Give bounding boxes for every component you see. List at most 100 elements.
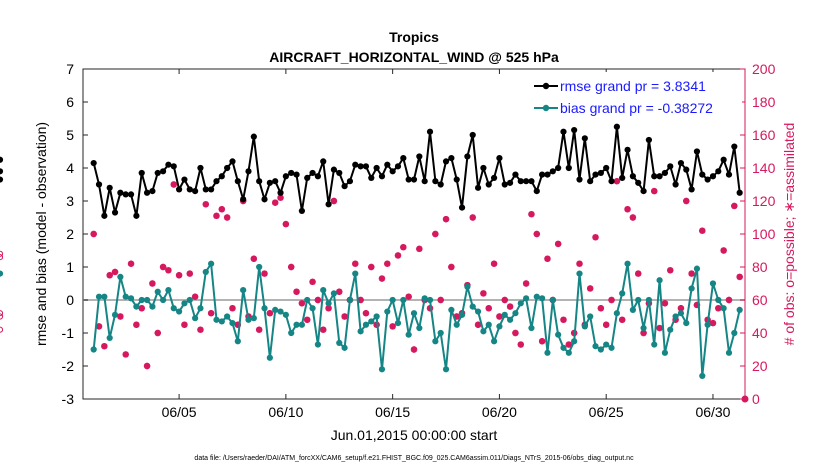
obs-assimilated-point bbox=[122, 351, 129, 358]
obs-assimilated-point bbox=[635, 270, 642, 277]
rmse-point bbox=[304, 174, 311, 181]
bias-point bbox=[592, 343, 599, 350]
bias-point bbox=[149, 303, 156, 310]
obs-assimilated-point bbox=[133, 321, 140, 328]
bias-point bbox=[197, 305, 204, 312]
obs-assimilated-point bbox=[149, 280, 156, 287]
rmse-point bbox=[448, 155, 455, 162]
bias-point bbox=[571, 338, 578, 345]
bias-point bbox=[304, 296, 311, 304]
bias-point bbox=[314, 341, 322, 348]
legend-label-bias: bias grand pr = -0.38272 bbox=[560, 100, 713, 116]
obs-assimilated-point bbox=[490, 260, 498, 267]
x-tick-label: 06/15 bbox=[375, 404, 410, 420]
rmse-point bbox=[571, 126, 578, 134]
obs-assimilated-point bbox=[656, 324, 663, 332]
obs-assimilated-point bbox=[506, 303, 514, 310]
rmse-point bbox=[218, 173, 225, 180]
bias-point bbox=[186, 296, 193, 304]
rmse-point bbox=[464, 153, 471, 160]
rmse-point bbox=[309, 169, 316, 177]
rmse-point bbox=[240, 196, 247, 203]
rmse-point bbox=[410, 176, 418, 183]
obs-assimilated-point bbox=[309, 278, 316, 286]
obs-assimilated-point bbox=[517, 341, 524, 348]
bias-point bbox=[0, 270, 4, 277]
bias-point bbox=[133, 303, 140, 310]
rmse-point bbox=[325, 201, 332, 208]
rmse-point bbox=[373, 164, 380, 172]
obs-assimilated-point bbox=[154, 329, 161, 337]
rmse-point bbox=[549, 168, 556, 175]
rmse-point bbox=[667, 163, 674, 170]
rmse-point bbox=[555, 164, 562, 172]
bias-point bbox=[469, 303, 476, 310]
obs-assimilated-point bbox=[453, 313, 460, 320]
obs-assimilated-point bbox=[512, 329, 519, 337]
obs-assimilated-point bbox=[90, 230, 97, 238]
bias-point bbox=[330, 290, 338, 297]
obs-assimilated-point bbox=[410, 346, 418, 353]
rmse-point bbox=[111, 209, 119, 216]
obs-assimilated-point bbox=[261, 270, 268, 277]
rmse-point bbox=[587, 178, 594, 185]
rmse-point bbox=[181, 176, 188, 183]
bias-point bbox=[613, 310, 620, 317]
bias-point bbox=[288, 329, 295, 337]
y-tick-label: 6 bbox=[66, 94, 74, 110]
obs-assimilated-point bbox=[688, 270, 695, 277]
obs-assimilated-point bbox=[314, 296, 322, 304]
bias-point bbox=[159, 296, 167, 304]
y2-tick-label: 80 bbox=[752, 259, 768, 275]
bias-point bbox=[496, 323, 503, 330]
bias-point bbox=[619, 290, 626, 297]
rmse-point bbox=[603, 164, 610, 172]
obs-possible-point bbox=[0, 310, 4, 317]
rmse-point bbox=[480, 164, 487, 172]
obs-assimilated-point bbox=[175, 272, 183, 279]
bias-point bbox=[672, 313, 679, 320]
obs-assimilated-point bbox=[736, 273, 743, 281]
obs-assimilated-point bbox=[127, 260, 135, 267]
bias-point bbox=[699, 372, 706, 379]
bias-point bbox=[432, 338, 439, 345]
obs-possible-point bbox=[0, 313, 4, 320]
y-tick-label: 2 bbox=[66, 226, 74, 242]
rmse-point bbox=[0, 176, 4, 183]
bias-point bbox=[693, 265, 701, 272]
obs-assimilated-point bbox=[597, 305, 605, 312]
obs-assimilated-point bbox=[533, 230, 540, 238]
obs-assimilated-point bbox=[330, 197, 338, 205]
legend-marker-bias bbox=[542, 104, 550, 112]
bias-point bbox=[709, 280, 717, 287]
rmse-point bbox=[378, 173, 386, 180]
obs-assimilated-point bbox=[111, 268, 119, 276]
bias-point bbox=[256, 263, 263, 271]
rmse-point bbox=[544, 171, 551, 178]
rmse-point bbox=[458, 204, 466, 211]
obs-assimilated-point bbox=[651, 187, 658, 195]
bias-point bbox=[645, 296, 653, 304]
bias-point bbox=[656, 277, 663, 284]
bias-point bbox=[170, 305, 177, 312]
obs-assimilated-point bbox=[608, 296, 615, 304]
x-tick-label: 06/05 bbox=[162, 404, 197, 420]
rmse-point bbox=[453, 176, 460, 183]
bias-point bbox=[208, 260, 215, 267]
bias-point bbox=[720, 305, 727, 312]
rmse-point bbox=[192, 188, 199, 195]
rmse-point bbox=[699, 171, 706, 178]
obs-assimilated-point bbox=[667, 267, 674, 274]
bias-point bbox=[410, 310, 418, 317]
y-tick-label: 0 bbox=[66, 292, 74, 308]
bias-point bbox=[245, 316, 252, 323]
obs-assimilated-point bbox=[715, 305, 722, 312]
rmse-point bbox=[336, 169, 343, 177]
legend-box bbox=[530, 72, 742, 120]
rmse-point bbox=[474, 184, 482, 191]
obs-assimilated-point bbox=[560, 316, 567, 323]
rmse-point bbox=[731, 143, 738, 150]
obs-assimilated-point bbox=[378, 275, 386, 282]
bias-point bbox=[336, 339, 343, 346]
bias-point bbox=[127, 295, 135, 302]
